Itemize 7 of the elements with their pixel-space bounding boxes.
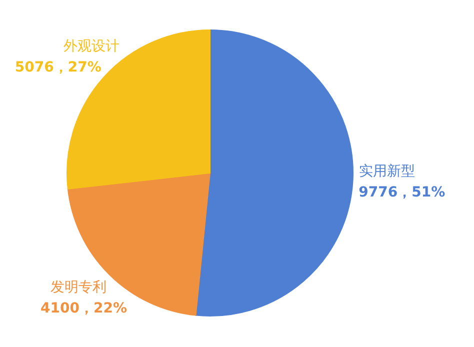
slice-label: 发明专利 [50, 280, 106, 296]
data-label: 5076，27% [14, 59, 102, 76]
slice-label: 实用新型 [358, 164, 415, 180]
data-label: 9776，51% [358, 184, 446, 201]
data-label: 4100，22% [40, 300, 128, 317]
slice-label: 外观设计 [64, 38, 120, 54]
pie-slice [195, 30, 354, 316]
